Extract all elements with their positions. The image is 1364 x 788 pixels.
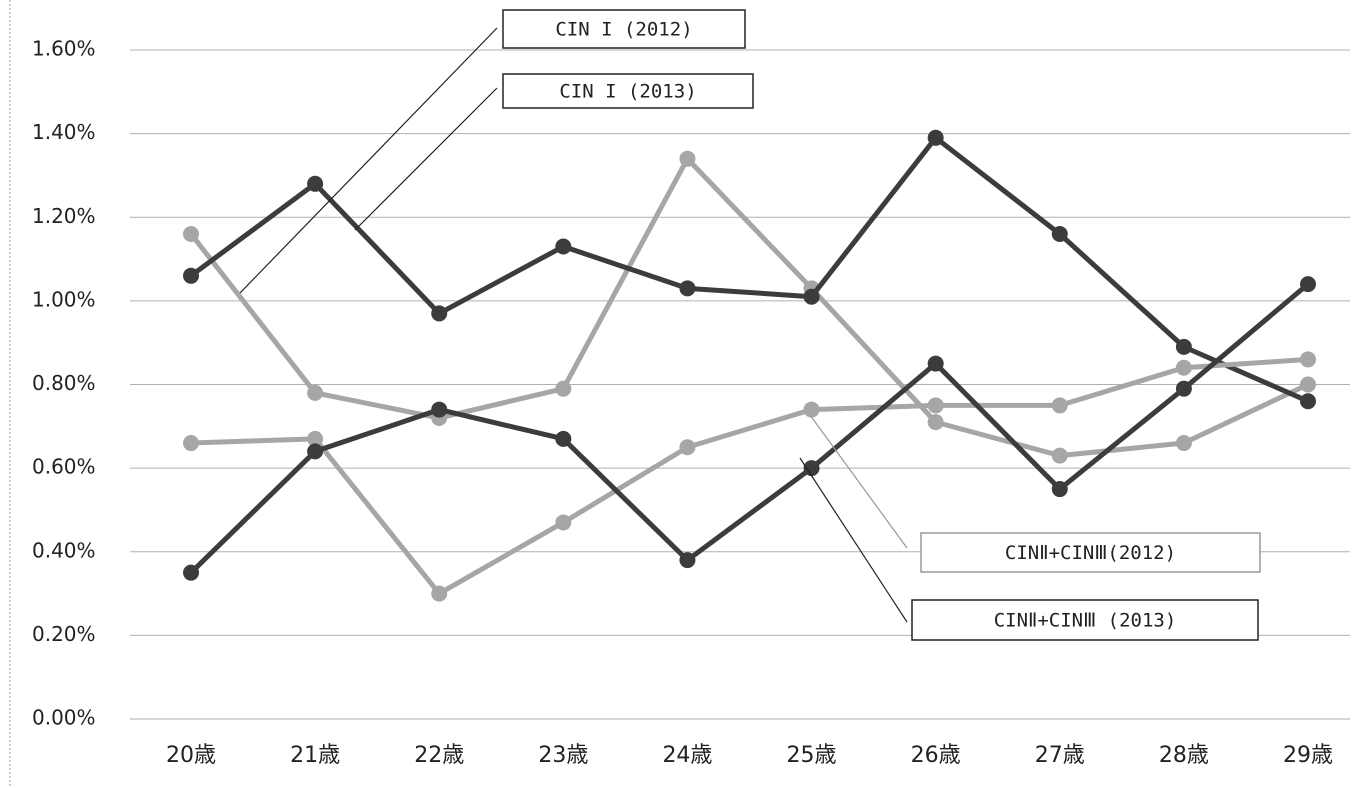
x-tick-label: 26歳 xyxy=(911,743,961,768)
data-point xyxy=(1300,351,1316,368)
y-tick-label: 0.80% xyxy=(32,371,96,395)
data-point xyxy=(1175,380,1192,397)
legend-box xyxy=(502,9,746,49)
y-tick-label: 0.40% xyxy=(32,538,96,562)
data-point xyxy=(307,175,324,192)
data-point xyxy=(183,267,199,284)
data-point xyxy=(1300,393,1316,410)
data-point xyxy=(555,430,572,447)
data-point xyxy=(1300,376,1316,393)
data-point xyxy=(431,585,448,602)
data-point xyxy=(183,564,199,581)
data-point xyxy=(679,280,696,297)
series-line xyxy=(189,282,1310,575)
data-point xyxy=(927,397,944,414)
data-point xyxy=(1051,225,1068,242)
data-point xyxy=(679,552,696,569)
legend-box xyxy=(920,532,1261,573)
data-point xyxy=(183,435,199,452)
series-line xyxy=(189,156,1310,459)
legend-label: CIN I (2012) xyxy=(555,19,692,41)
callout-leader xyxy=(799,457,908,623)
y-tick-label: 1.00% xyxy=(32,287,96,311)
data-point xyxy=(431,305,448,322)
legend-box xyxy=(911,599,1259,641)
data-point xyxy=(1051,481,1068,498)
x-tick-label: 20歳 xyxy=(166,743,216,768)
x-tick-label: 23歳 xyxy=(538,743,588,768)
y-tick-label: 0.00% xyxy=(32,706,96,730)
y-tick-label: 0.60% xyxy=(32,455,96,479)
data-point xyxy=(555,238,572,255)
series-line xyxy=(190,356,1309,597)
x-tick-label: 21歳 xyxy=(290,743,340,768)
data-point xyxy=(183,225,199,242)
series-line xyxy=(189,135,1310,404)
data-point xyxy=(803,288,820,305)
data-point xyxy=(1175,435,1192,452)
data-point xyxy=(803,460,820,477)
data-point xyxy=(679,439,696,456)
y-tick-label: 1.40% xyxy=(32,120,96,144)
y-tick-label: 1.20% xyxy=(32,204,96,228)
callout-leader xyxy=(809,414,908,549)
legend-label: CINⅡ+CINⅢ(2012) xyxy=(1005,542,1176,564)
data-point xyxy=(1300,276,1316,293)
data-point xyxy=(803,401,820,418)
y-tick-label: 0.20% xyxy=(32,622,96,646)
data-point xyxy=(927,414,944,431)
data-point xyxy=(555,514,572,531)
data-point xyxy=(1175,338,1192,355)
data-point xyxy=(431,401,448,418)
data-point xyxy=(927,129,944,146)
x-tick-label: 28歳 xyxy=(1159,743,1209,768)
y-tick-label: 1.60% xyxy=(32,37,96,61)
data-point xyxy=(679,150,696,167)
data-point xyxy=(1175,359,1192,376)
data-point xyxy=(307,384,324,401)
data-point xyxy=(1051,447,1068,464)
x-tick-label: 25歳 xyxy=(787,743,837,768)
callout-leader xyxy=(354,87,498,231)
data-point xyxy=(307,430,324,447)
data-point xyxy=(307,443,324,460)
legend-label: CIN I (2013) xyxy=(559,81,696,103)
x-tick-label: 29歳 xyxy=(1283,743,1333,768)
legend-label: CINⅡ+CINⅢ (2013) xyxy=(994,610,1177,632)
data-point xyxy=(1051,397,1068,414)
callout-leader xyxy=(239,27,498,294)
x-tick-label: 24歳 xyxy=(662,743,712,768)
legend-box xyxy=(502,73,754,109)
x-tick-label: 22歳 xyxy=(414,743,464,768)
x-tick-label: 27歳 xyxy=(1035,743,1085,768)
data-point xyxy=(927,355,944,372)
data-point xyxy=(555,380,572,397)
